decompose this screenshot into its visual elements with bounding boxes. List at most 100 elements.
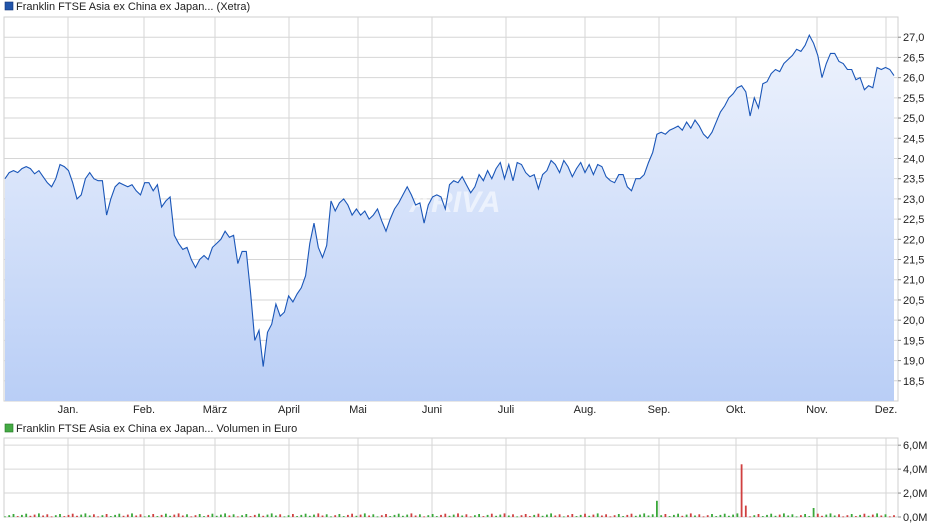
volume-bar xyxy=(359,514,362,517)
volume-bar xyxy=(368,515,370,517)
volume-bar xyxy=(406,514,409,517)
price-y-tick-label: 25,0 xyxy=(903,113,924,125)
volume-bar xyxy=(287,515,290,517)
volume-bar xyxy=(376,516,379,518)
volume-bar xyxy=(308,515,311,517)
volume-bar xyxy=(186,514,188,517)
volume-plot-frame xyxy=(3,437,899,518)
volume-bar xyxy=(723,513,726,517)
price-x-tick-label: Jan. xyxy=(58,404,79,416)
volume-bar xyxy=(876,513,878,517)
volume-bar xyxy=(380,515,383,517)
volume-bar xyxy=(584,513,586,517)
volume-bar xyxy=(859,514,861,517)
volume-bar xyxy=(567,515,569,517)
volume-y-tick-label: 2,0M xyxy=(903,488,927,500)
volume-bar xyxy=(757,514,760,517)
volume-bar xyxy=(414,515,417,517)
volume-bar xyxy=(194,515,197,517)
volume-bar xyxy=(753,515,756,517)
volume-bar xyxy=(131,513,133,517)
volume-bar xyxy=(50,516,53,518)
volume-bar xyxy=(139,514,142,517)
volume-y-tick-label: 6,0M xyxy=(903,440,927,452)
volume-bar xyxy=(109,516,112,517)
volume-bar xyxy=(38,513,40,517)
volume-bar xyxy=(177,513,180,517)
volume-bar xyxy=(402,515,404,517)
volume-bar xyxy=(736,513,739,517)
volume-bar xyxy=(351,513,353,517)
volume-bar xyxy=(114,514,116,517)
volume-bar xyxy=(478,514,480,517)
volume-bar xyxy=(800,515,802,517)
volume-bar xyxy=(249,516,252,517)
price-y-tick-label: 19,5 xyxy=(903,335,924,347)
volume-bar xyxy=(63,516,66,517)
volume-bar xyxy=(651,514,654,517)
volume-bar xyxy=(774,515,777,517)
price-x-tick-label: Feb. xyxy=(133,404,155,416)
volume-bar xyxy=(495,515,497,517)
volume-bar xyxy=(54,515,57,517)
volume-bar xyxy=(673,514,675,517)
volume-bar xyxy=(8,515,11,517)
volume-bar xyxy=(203,516,205,517)
volume-bar xyxy=(173,514,176,517)
volume-bar xyxy=(135,515,138,517)
volume-bar xyxy=(220,514,222,517)
volume-bar-spike xyxy=(656,500,658,517)
price-x-tick-label: Okt. xyxy=(726,404,746,416)
volume-bar xyxy=(42,515,44,517)
volume-bar xyxy=(266,514,269,517)
volume-bar xyxy=(630,513,633,517)
price-x-tick-label: Nov. xyxy=(806,404,828,416)
volume-bar xyxy=(207,514,210,517)
volume-bar xyxy=(156,516,159,517)
price-y-tick-label: 20,5 xyxy=(903,295,924,307)
price-y-tick-label: 24,5 xyxy=(903,133,924,145)
volume-bar xyxy=(838,514,840,517)
volume-bar xyxy=(622,516,624,517)
volume-bar xyxy=(342,516,345,517)
volume-bar xyxy=(605,514,607,517)
volume-bar xyxy=(719,514,722,517)
volume-bar xyxy=(778,514,781,517)
price-y-tick-label: 23,5 xyxy=(903,174,924,186)
volume-bar xyxy=(829,513,832,517)
volume-bar xyxy=(283,516,286,518)
volume-bar xyxy=(846,515,849,517)
volume-bar xyxy=(791,514,794,517)
volume-bar xyxy=(571,514,574,517)
volume-bar xyxy=(215,515,218,517)
price-y-tick-label: 22,0 xyxy=(903,234,924,246)
volume-bar xyxy=(558,514,561,517)
volume-bar xyxy=(59,514,61,517)
volume-bar xyxy=(452,514,455,517)
price-y-axis: 18,5 19,0 19,5 20,0 20,5 21,0 21,5 22,0 22,5 23,0… xyxy=(898,32,924,388)
volume-bar xyxy=(101,515,104,517)
volume-bar xyxy=(804,514,806,517)
price-y-tick-label: 26,5 xyxy=(903,52,924,64)
volume-bar xyxy=(685,514,688,517)
volume-bar xyxy=(833,515,836,517)
volume-bars xyxy=(4,464,895,518)
volume-bar xyxy=(25,513,28,517)
volume-bar xyxy=(355,515,358,517)
volume-bar xyxy=(486,514,489,517)
watermark: ARIVA xyxy=(408,186,500,219)
volume-bar-spike xyxy=(744,505,747,517)
volume-bar xyxy=(270,513,273,517)
volume-legend-label: Franklin FTSE Asia ex China ex Japan... … xyxy=(16,423,297,435)
volume-bar xyxy=(884,514,887,517)
volume-bar xyxy=(863,513,866,517)
volume-bar xyxy=(12,514,15,517)
volume-bar xyxy=(541,515,544,517)
volume-bar xyxy=(520,515,523,517)
price-y-tick-label: 20,0 xyxy=(903,315,924,327)
price-legend-swatch xyxy=(4,1,14,11)
volume-bar xyxy=(855,516,857,517)
volume-bar xyxy=(169,515,171,517)
price-x-tick-label: Aug. xyxy=(574,404,597,416)
